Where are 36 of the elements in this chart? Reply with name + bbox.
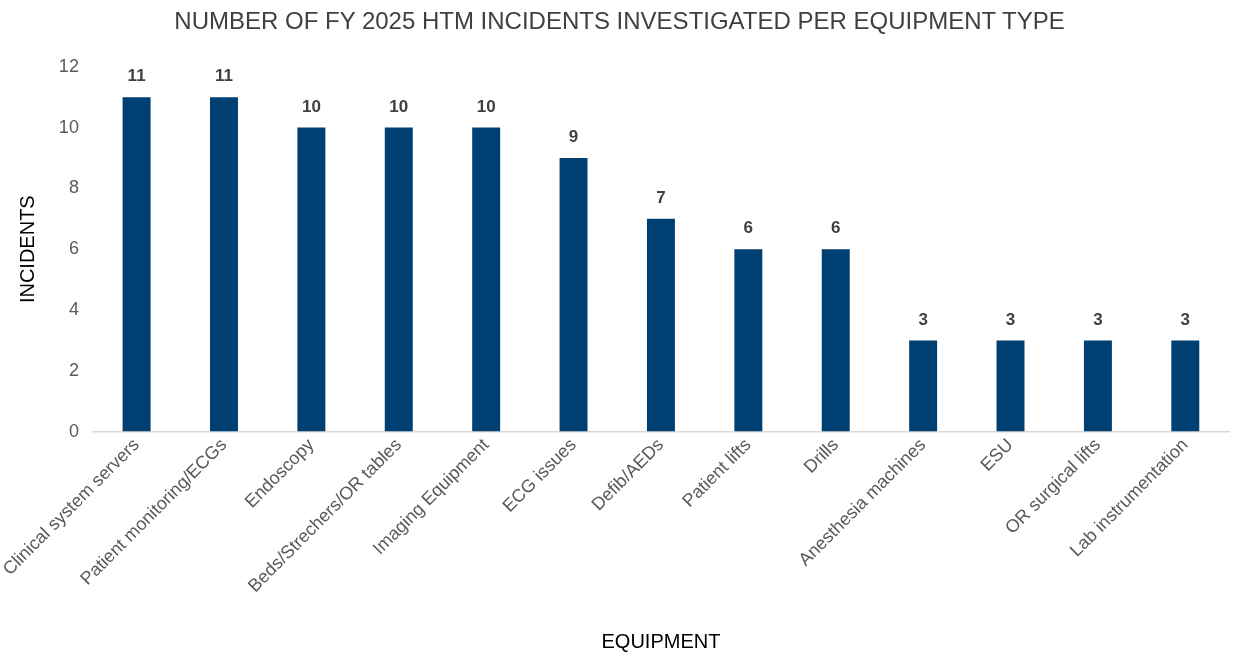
bar [1171, 340, 1200, 432]
data-label: 11 [214, 66, 233, 86]
bar [734, 249, 763, 432]
data-label: 6 [743, 218, 754, 238]
data-label: 10 [389, 96, 409, 116]
y-tick-label: 12 [58, 55, 79, 76]
y-tick-label: 6 [68, 238, 79, 259]
data-label: 10 [476, 96, 496, 116]
data-label: 10 [301, 96, 321, 116]
data-label: 11 [127, 66, 146, 86]
bar [210, 97, 238, 432]
y-tick-label: 8 [68, 177, 79, 198]
y-axis-title: INCIDENTS [16, 195, 39, 304]
data-label: 3 [918, 309, 928, 329]
data-label: 9 [568, 127, 579, 147]
data-label: 7 [656, 187, 666, 207]
bar [559, 158, 588, 432]
bar [297, 127, 326, 432]
bar [996, 340, 1025, 432]
y-tick-label: 2 [68, 359, 79, 380]
bar [1083, 340, 1112, 432]
x-axis-title: EQUIPMENT [601, 629, 721, 652]
bar [122, 97, 151, 432]
bar [909, 340, 938, 432]
y-tick-label: 4 [68, 298, 79, 319]
bar [646, 218, 675, 432]
data-label: 6 [831, 218, 841, 238]
y-tick-label: 10 [58, 116, 79, 137]
data-label: 3 [1093, 309, 1103, 329]
chart-title: NUMBER OF FY 2025 HTM INCIDENTS INVESTIGATED PER EQUIPMENT TYPE [174, 7, 1065, 35]
y-tick-label: 0 [68, 420, 79, 441]
bar [384, 127, 413, 432]
bar [821, 249, 850, 432]
bar [472, 127, 501, 432]
data-label: 3 [1180, 309, 1191, 329]
data-label: 3 [1005, 309, 1016, 329]
